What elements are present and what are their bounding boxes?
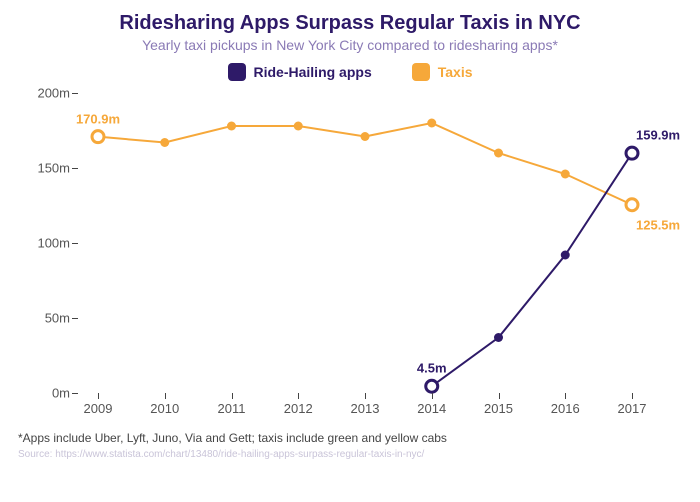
x-axis-label: 2017 (618, 393, 647, 416)
data-label-ridehailing: 4.5m (417, 361, 447, 376)
legend-label-taxis: Taxis (438, 64, 473, 80)
marker-ridehailing (426, 380, 438, 392)
marker-taxis (561, 170, 570, 179)
marker-ridehailing (626, 147, 638, 159)
line-ridehailing (432, 153, 632, 386)
x-axis-label: 2016 (551, 393, 580, 416)
data-label-ridehailing: 159.9m (636, 128, 680, 143)
marker-taxis (92, 131, 104, 143)
marker-taxis (494, 149, 503, 158)
plot-area: 0m50m100m150m200m20092010201120122013201… (78, 93, 672, 393)
y-axis-label: 200m (37, 86, 78, 101)
y-axis-label: 50m (45, 311, 78, 326)
marker-taxis (626, 199, 638, 211)
footnote: *Apps include Uber, Lyft, Juno, Via and … (18, 431, 682, 445)
marker-taxis (427, 119, 436, 128)
data-label-taxis: 170.9m (76, 111, 120, 126)
chart-area: 0m50m100m150m200m20092010201120122013201… (58, 93, 672, 423)
legend-swatch-taxis (412, 63, 430, 81)
marker-ridehailing (561, 251, 570, 260)
data-label-taxis: 125.5m (636, 217, 680, 232)
x-axis-label: 2015 (484, 393, 513, 416)
x-axis-label: 2014 (417, 393, 446, 416)
y-axis-label: 100m (37, 236, 78, 251)
x-axis-label: 2011 (218, 393, 246, 416)
legend-item-ridehailing: Ride-Hailing apps (228, 63, 372, 81)
legend: Ride-Hailing apps Taxis (18, 63, 682, 81)
chart-subtitle: Yearly taxi pickups in New York City com… (18, 37, 682, 53)
y-axis-label: 0m (52, 386, 78, 401)
source-text: Source: https://www.statista.com/chart/1… (18, 449, 682, 460)
marker-taxis (361, 132, 370, 141)
x-axis-label: 2013 (351, 393, 380, 416)
x-axis-label: 2010 (150, 393, 179, 416)
marker-taxis (160, 138, 169, 147)
marker-ridehailing (494, 333, 503, 342)
marker-taxis (294, 122, 303, 131)
marker-taxis (227, 122, 236, 131)
legend-label-ridehailing: Ride-Hailing apps (254, 64, 372, 80)
chart-title: Ridesharing Apps Surpass Regular Taxis i… (18, 12, 682, 35)
chart-svg (78, 93, 672, 393)
legend-item-taxis: Taxis (412, 63, 473, 81)
y-axis-label: 150m (37, 161, 78, 176)
x-axis-label: 2009 (84, 393, 113, 416)
x-axis-label: 2012 (284, 393, 313, 416)
legend-swatch-ridehailing (228, 63, 246, 81)
chart-container: Ridesharing Apps Surpass Regular Taxis i… (0, 0, 700, 502)
